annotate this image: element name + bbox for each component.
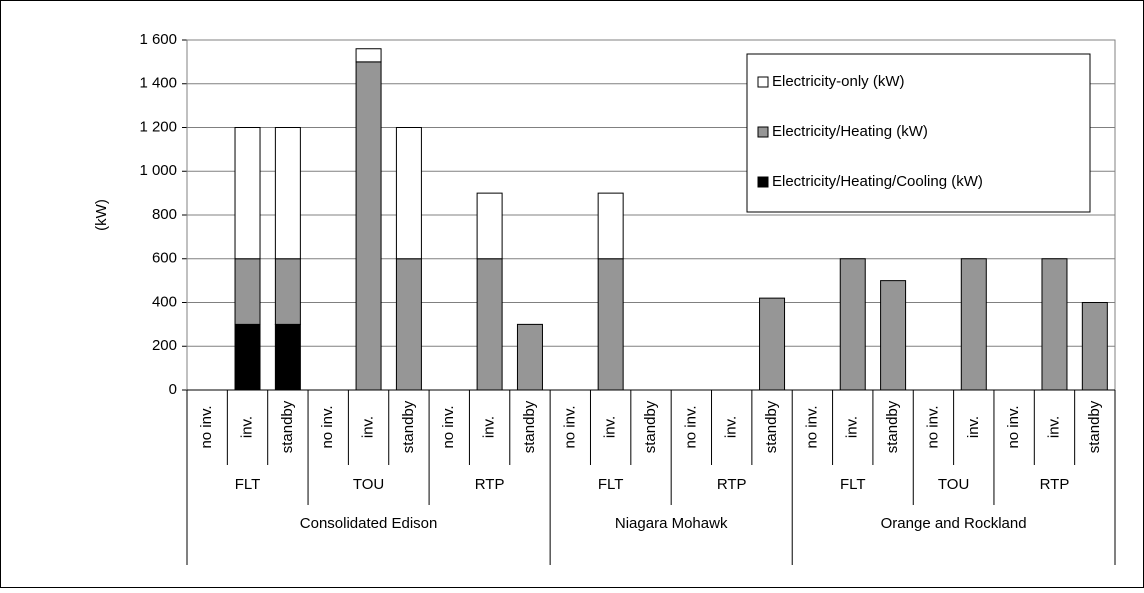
group-label: FLT bbox=[840, 476, 866, 493]
y-tick-label: 600 bbox=[152, 250, 177, 267]
x-tick-label: no inv. bbox=[682, 405, 699, 448]
x-tick-label: inv. bbox=[965, 416, 982, 438]
group-label: FLT bbox=[598, 476, 624, 493]
y-tick-label: 1 200 bbox=[139, 118, 177, 135]
bar-segment bbox=[395, 258, 422, 391]
bar-segment bbox=[234, 323, 261, 391]
company-label: Orange and Rockland bbox=[881, 515, 1027, 532]
bar-segment bbox=[597, 258, 624, 391]
x-tick-label: inv. bbox=[844, 416, 861, 438]
y-tick-label: 400 bbox=[152, 293, 177, 310]
bar-segment bbox=[839, 258, 866, 391]
bar-segment bbox=[1041, 258, 1068, 391]
legend-swatch bbox=[757, 76, 769, 88]
x-tick-label: no inv. bbox=[561, 405, 578, 448]
x-tick-label: inv. bbox=[360, 416, 377, 438]
y-tick-label: 800 bbox=[152, 206, 177, 223]
y-tick-label: 1 600 bbox=[139, 31, 177, 48]
bar-segment bbox=[597, 192, 624, 260]
y-tick-label: 0 bbox=[169, 381, 177, 398]
bar-segment bbox=[960, 258, 987, 391]
y-tick-label: 1 400 bbox=[139, 75, 177, 92]
x-tick-label: standby bbox=[1086, 400, 1103, 453]
group-label: TOU bbox=[938, 476, 969, 493]
group-label: FLT bbox=[235, 476, 261, 493]
x-tick-label: no inv. bbox=[924, 405, 941, 448]
x-tick-label: no inv. bbox=[803, 405, 820, 448]
x-tick-label: standby bbox=[642, 400, 659, 453]
group-label: RTP bbox=[717, 476, 747, 493]
bar-segment bbox=[274, 127, 301, 260]
x-tick-label: standby bbox=[521, 400, 538, 453]
bar-segment bbox=[759, 297, 786, 391]
company-label: Consolidated Edison bbox=[300, 515, 438, 532]
legend-label: Electricity/Heating (kW) bbox=[772, 123, 928, 140]
legend-label: Electricity/Heating/Cooling (kW) bbox=[772, 173, 983, 190]
x-tick-label: no inv. bbox=[1005, 405, 1022, 448]
bar-segment bbox=[234, 258, 261, 325]
x-tick-label: inv. bbox=[238, 416, 255, 438]
bar-segment bbox=[880, 280, 907, 391]
group-label: TOU bbox=[353, 476, 384, 493]
company-label: Niagara Mohawk bbox=[615, 515, 728, 532]
x-tick-label: no inv. bbox=[319, 405, 336, 448]
bar-segment bbox=[1081, 302, 1108, 391]
group-label: RTP bbox=[1040, 476, 1070, 493]
x-tick-label: standby bbox=[279, 400, 296, 453]
bar-segment bbox=[355, 61, 382, 391]
legend-swatch bbox=[757, 176, 769, 188]
bar-segment bbox=[395, 127, 422, 260]
bar-segment bbox=[476, 192, 503, 260]
x-tick-label: inv. bbox=[723, 416, 740, 438]
bar-segment bbox=[516, 323, 543, 391]
y-tick-label: 1 000 bbox=[139, 162, 177, 179]
group-label: RTP bbox=[475, 476, 505, 493]
y-axis-label: (kW) bbox=[93, 199, 110, 231]
x-tick-label: standby bbox=[884, 400, 901, 453]
x-tick-label: no inv. bbox=[440, 405, 457, 448]
bar-segment bbox=[234, 127, 261, 260]
legend-swatch bbox=[757, 126, 769, 138]
x-tick-label: inv. bbox=[1045, 416, 1062, 438]
bar-segment bbox=[355, 48, 382, 63]
legend-label: Electricity-only (kW) bbox=[772, 73, 905, 90]
bar-segment bbox=[274, 323, 301, 391]
bar-segment bbox=[476, 258, 503, 391]
bar-segment bbox=[274, 258, 301, 325]
x-tick-label: standby bbox=[400, 400, 417, 453]
x-tick-label: inv. bbox=[481, 416, 498, 438]
x-tick-label: standby bbox=[763, 400, 780, 453]
x-tick-label: no inv. bbox=[198, 405, 215, 448]
x-tick-label: inv. bbox=[602, 416, 619, 438]
legend-box bbox=[746, 53, 1091, 213]
y-tick-label: 200 bbox=[152, 337, 177, 354]
